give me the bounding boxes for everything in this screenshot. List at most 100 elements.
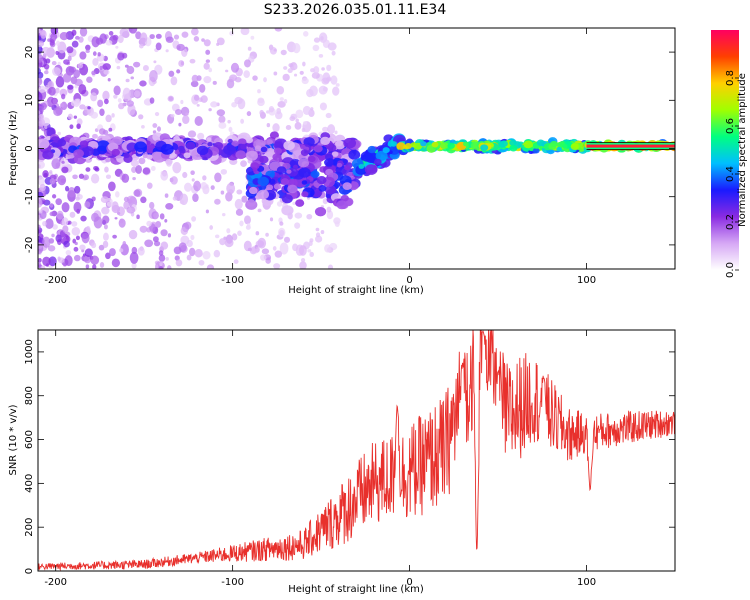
snr-series-line — [38, 330, 675, 571]
snr-x-tick-label: -100 — [221, 577, 244, 588]
spectrogram-cell — [190, 28, 199, 36]
spectrogram-cell — [269, 47, 278, 55]
spectrogram-cell — [71, 221, 78, 227]
spectrogram-cell — [302, 61, 306, 67]
spectrogram-cell — [227, 138, 233, 144]
spectrogram-cell — [45, 58, 51, 64]
spectrogram-cell — [91, 70, 97, 76]
spectrogram-cell — [123, 196, 129, 202]
spectrogram-cell — [509, 144, 518, 152]
spectrogram-cell — [42, 236, 51, 248]
spectrogram-cell — [334, 221, 340, 227]
spectrogram-cell — [325, 193, 331, 199]
spectrogram-cell — [190, 234, 195, 241]
spectrogram-cell — [331, 50, 336, 56]
spectrogram-cell — [273, 71, 278, 76]
spectrogram-cell — [117, 98, 122, 103]
spectrogram-cell — [45, 218, 54, 230]
spectrogram-cell — [320, 136, 331, 146]
spectrogram-cell — [75, 235, 80, 241]
spectrogram-cell — [203, 39, 211, 47]
spectrogram-cell — [276, 85, 285, 95]
spectrogram-cell — [152, 236, 159, 243]
spectrogram-cell — [74, 254, 81, 262]
spectrogram-cell — [193, 180, 202, 192]
spectrogram-cell — [65, 185, 70, 192]
spectrogram-cell — [99, 33, 107, 44]
snr-y-tick-label: 0 — [24, 568, 35, 574]
spectrogram-cell — [532, 147, 540, 154]
spectrogram-cell — [313, 37, 321, 43]
spectrogram-cell — [49, 178, 56, 185]
spectrogram-cell — [276, 201, 283, 207]
snr-plot-area — [38, 330, 675, 571]
spectrogram-cell — [302, 121, 308, 125]
spectrogram-cell — [320, 230, 325, 235]
spectrogram-cell — [259, 109, 264, 116]
spectrogram-cell — [182, 115, 190, 124]
spectrogram-cell — [77, 62, 84, 69]
spectrogram-cell — [153, 60, 157, 64]
spectrogram-cell — [294, 122, 302, 130]
spectrogram-cell — [38, 35, 41, 42]
spectrogram-cell — [126, 206, 136, 214]
spectrogram-cell — [234, 198, 243, 210]
spectrogram-cell — [194, 116, 203, 127]
spectrogram-x-tick-label: 100 — [577, 275, 596, 286]
spectrogram-cell — [210, 185, 215, 190]
spectrogram-cell — [382, 147, 390, 154]
spectrogram-cell — [52, 67, 61, 76]
spectrogram-cell — [174, 108, 182, 116]
spectrogram-cell — [314, 235, 323, 243]
spectrogram-cell — [320, 36, 324, 41]
spectrogram-cell — [186, 254, 192, 261]
spectrogram-cell — [235, 150, 246, 160]
spectrogram-cell — [272, 246, 277, 251]
spectrogram-cell — [160, 143, 174, 155]
spectrogram-cell — [189, 58, 196, 64]
spectrogram-cell — [336, 200, 348, 210]
spectrogram-cell — [326, 206, 332, 213]
snr-y-tick-label: 800 — [24, 386, 35, 405]
spectrogram-cell — [50, 28, 59, 35]
spectrogram-cell — [159, 213, 165, 220]
spectrogram-cell — [229, 31, 235, 36]
spectrogram-cell — [150, 165, 156, 172]
spectrogram-cell — [315, 232, 321, 238]
spectrogram-cell — [53, 107, 63, 117]
spectrogram-cell — [142, 154, 148, 159]
spectrogram-cell — [326, 210, 334, 220]
spectrogram-cell — [170, 76, 178, 86]
spectrogram-cell — [133, 90, 141, 98]
spectrogram-cell — [117, 34, 124, 44]
spectrogram-cell — [281, 194, 293, 204]
snr-panel: -200 -100 0 100 0 200 400 600 800 1000 Height of… — [8, 329, 676, 595]
spectrogram-cell — [218, 115, 226, 124]
spectrogram-cell — [167, 233, 172, 238]
spectrogram-cell — [38, 176, 45, 186]
spectrogram-cell — [142, 65, 149, 72]
spectrogram-cell — [319, 102, 327, 111]
spectrogram-cell — [322, 126, 329, 133]
spectrogram-cell — [156, 126, 161, 132]
spectrogram-cell — [247, 223, 251, 228]
spectrogram-cell — [112, 34, 119, 41]
spectrogram-cell — [98, 244, 105, 251]
spectrogram-cell — [172, 196, 177, 201]
spectrogram-cell — [81, 232, 90, 244]
spectrogram-cell — [292, 243, 299, 252]
snr-x-tick-label: -200 — [44, 577, 67, 588]
spectrogram-cell — [38, 224, 41, 229]
spectrogram-cell — [225, 69, 229, 73]
spectrogram-cell — [205, 59, 211, 63]
spectrogram-cell — [49, 203, 54, 208]
spectrogram-cell — [209, 225, 214, 230]
spectrogram-cell — [310, 170, 320, 178]
spectrogram-cell — [556, 146, 562, 152]
spectrogram-cell — [126, 195, 136, 204]
figure-title: S233.2026.035.01.11.E34 — [264, 2, 447, 18]
spectrogram-cell — [131, 262, 137, 269]
spectrogram-cell — [252, 75, 258, 81]
spectrogram-cell — [178, 60, 185, 67]
spectrogram-cell — [138, 114, 144, 120]
